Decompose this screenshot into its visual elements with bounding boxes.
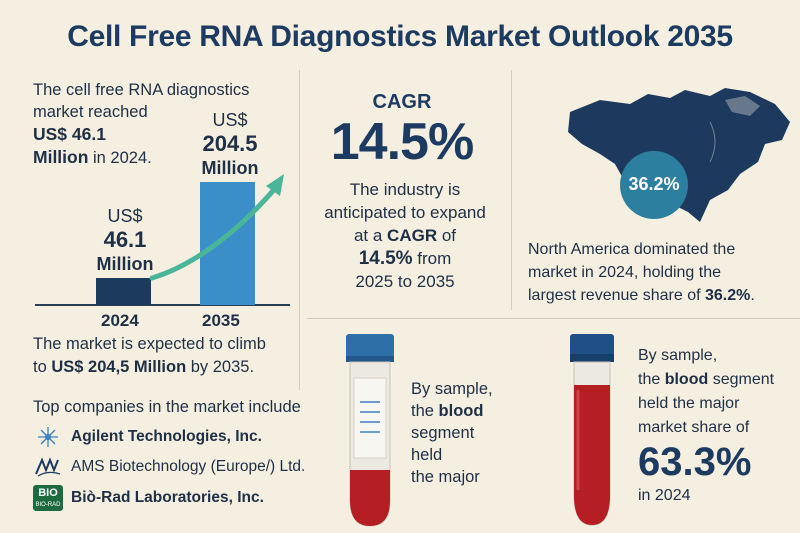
cagr-description: The industry is anticipated to expand at… bbox=[305, 178, 505, 293]
tube-right-line: By sample, bbox=[638, 347, 718, 364]
tube-right-year: in 2024 bbox=[638, 487, 691, 504]
market-intro: The cell free RNA diagnostics market rea… bbox=[33, 79, 273, 169]
divider bbox=[299, 70, 300, 390]
market-outro-value: US$ 204,5 Million bbox=[51, 358, 187, 376]
cagr-label: CAGR bbox=[372, 91, 432, 113]
bar-label-currency: US$ bbox=[107, 206, 143, 226]
bar-2024 bbox=[96, 278, 151, 305]
tube-right-text-part: the bbox=[638, 371, 661, 388]
growth-bar-chart bbox=[35, 174, 290, 306]
bar-2035 bbox=[200, 182, 255, 305]
tube-left-bold: blood bbox=[438, 402, 484, 420]
company-item: AMS Biotechnology (Europe/) Ltd. bbox=[33, 455, 305, 479]
sample-tube-icon bbox=[346, 334, 394, 527]
na-desc-line: market in 2024, holding the bbox=[528, 264, 722, 281]
ams-logo-icon bbox=[33, 455, 63, 479]
cagr-desc-bold: 14.5% bbox=[358, 248, 413, 269]
market-intro-line: The cell free RNA diagnostics bbox=[33, 81, 250, 99]
blood-tube-icon bbox=[570, 334, 614, 526]
agilent-spark-icon bbox=[33, 425, 63, 449]
badge-circle bbox=[620, 151, 688, 219]
tube-right-text: By sample, the blood segment held the ma… bbox=[638, 344, 788, 508]
page-title: Cell Free RNA Diagnostics Market Outlook… bbox=[67, 20, 733, 53]
cagr-desc-text: at a bbox=[353, 226, 383, 245]
market-intro-unit: Million bbox=[33, 147, 89, 167]
na-desc-text: largest revenue share of bbox=[528, 287, 701, 304]
company-name: Biò-Rad Laboratories, Inc. bbox=[71, 489, 264, 506]
cagr-desc-bold: CAGR bbox=[387, 226, 438, 245]
na-desc-text: . bbox=[750, 287, 755, 304]
cagr-desc-line: 2025 to 2035 bbox=[355, 272, 455, 291]
tube-left-line: By sample, bbox=[411, 380, 493, 398]
biorad-logo-text: BIO bbox=[38, 487, 58, 499]
cagr-desc-line: The industry is bbox=[349, 180, 461, 199]
market-outro-year: by 2035. bbox=[190, 358, 255, 376]
market-intro-year: in 2024. bbox=[93, 149, 152, 167]
market-intro-line: market reached bbox=[33, 103, 148, 121]
biorad-logo-icon: BIO BIO-RAD bbox=[33, 485, 63, 511]
bar-label-2035: US$ 204.5 Million bbox=[190, 108, 270, 180]
tube-left-line: segment bbox=[411, 424, 475, 442]
company-item: BIO BIO-RAD Biò-Rad Laboratories, Inc. bbox=[33, 485, 264, 511]
tube-left-text-part: the bbox=[411, 402, 434, 420]
divider bbox=[307, 318, 800, 319]
bar-label-currency: US$ bbox=[212, 110, 248, 130]
axis-year-2035: 2035 bbox=[202, 311, 240, 330]
tube-left-line: held bbox=[411, 446, 443, 464]
cagr-desc-line: anticipated to expand bbox=[324, 203, 486, 222]
north-america-badge-value: 36.2% bbox=[628, 174, 680, 194]
growth-arrow-head-icon bbox=[266, 174, 284, 196]
tube-right-bold: blood bbox=[664, 371, 709, 388]
company-name: AMS Biotechnology (Europe/) Ltd. bbox=[71, 458, 306, 475]
bar-label-value: 204.5 bbox=[202, 131, 258, 156]
cagr-desc-text: from bbox=[417, 249, 452, 268]
tube-left-text: By sample, the blood segment held the ma… bbox=[411, 378, 511, 488]
tube-right-line: held the major bbox=[638, 395, 740, 412]
market-outro-to: to bbox=[33, 358, 47, 376]
tube-right-text-part: segment bbox=[712, 371, 775, 388]
tube-right-line: market share of bbox=[638, 419, 750, 436]
cagr-desc-text: of bbox=[441, 226, 457, 245]
na-desc-bold: 36.2% bbox=[705, 287, 751, 304]
market-outro-line: The market is expected to climb bbox=[33, 335, 266, 353]
growth-arrow-icon bbox=[149, 182, 281, 281]
market-outro: The market is expected to climb to US$ 2… bbox=[33, 333, 303, 379]
na-desc-line: North America dominated the bbox=[528, 241, 736, 258]
north-america-badge bbox=[620, 151, 688, 219]
tube-right-share-value: 63.3% bbox=[638, 440, 752, 484]
north-america-map-icon bbox=[568, 88, 790, 222]
bar-label-unit: Million bbox=[96, 254, 154, 274]
axis-year-2024: 2024 bbox=[101, 311, 139, 330]
market-intro-value: US$ 46.1 bbox=[33, 124, 106, 144]
company-name: Agilent Technologies, Inc. bbox=[71, 428, 262, 445]
biorad-logo-small: BIO-RAD bbox=[35, 502, 61, 508]
divider bbox=[511, 70, 512, 310]
bar-label-2024: US$ 46.1 Million bbox=[90, 204, 160, 276]
bar-label-value: 46.1 bbox=[103, 227, 147, 252]
companies-heading: Top companies in the market include bbox=[33, 398, 301, 416]
bar-label-unit: Million bbox=[201, 158, 259, 178]
company-item: Agilent Technologies, Inc. bbox=[33, 425, 262, 449]
north-america-description: North America dominated the market in 20… bbox=[528, 238, 790, 307]
cagr-value: 14.5% bbox=[330, 113, 474, 171]
tube-left-line: the major bbox=[411, 468, 480, 486]
